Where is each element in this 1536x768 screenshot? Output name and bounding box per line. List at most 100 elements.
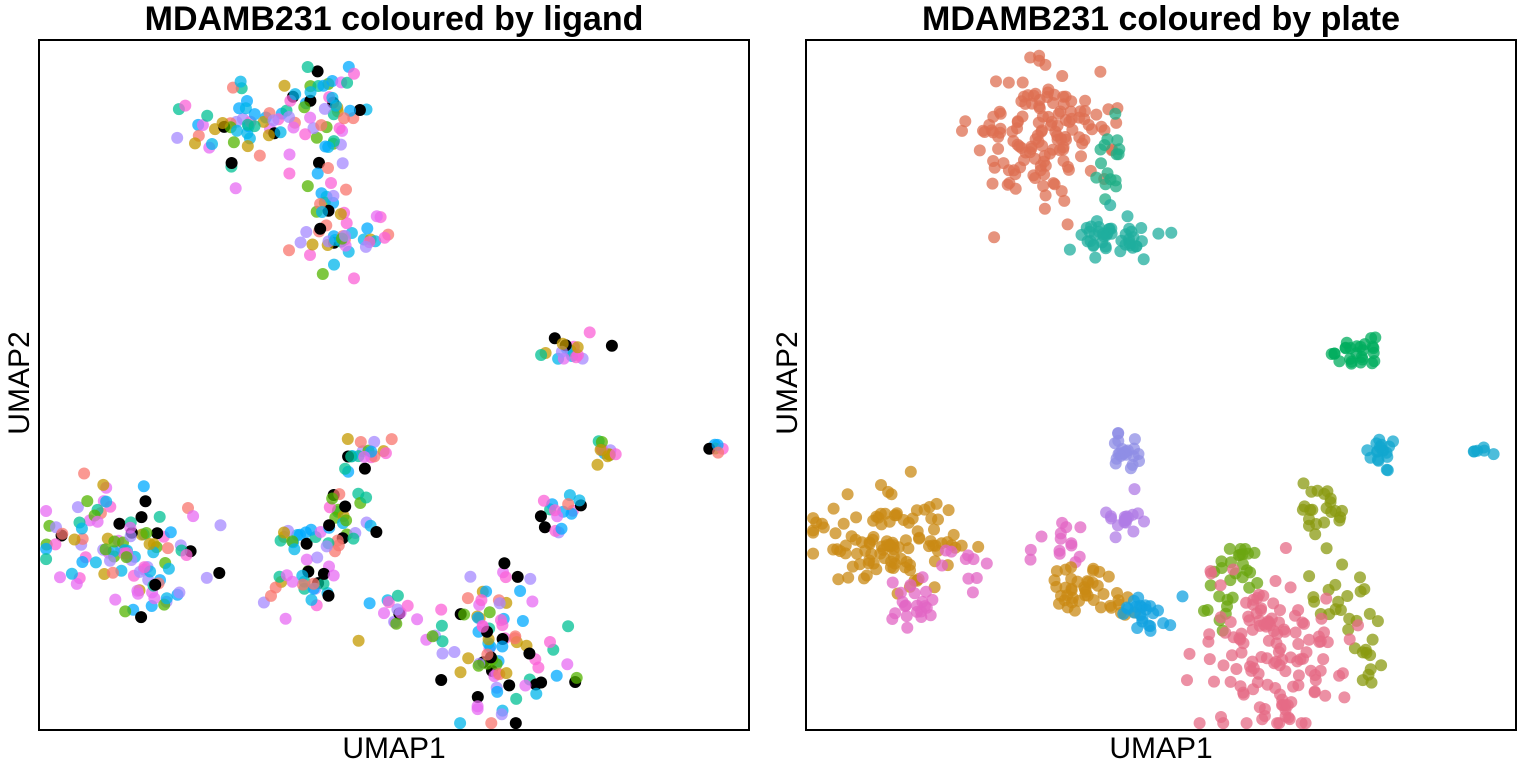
data-point [1134, 608, 1147, 621]
data-point [535, 349, 548, 361]
data-point [1039, 58, 1052, 71]
data-point [846, 560, 859, 573]
data-point [887, 539, 900, 552]
data-point [510, 692, 523, 705]
data-point [278, 79, 291, 92]
data-point [1015, 142, 1028, 154]
data-point [296, 578, 309, 591]
data-point [230, 124, 243, 137]
data-point [1487, 448, 1500, 461]
data-point [304, 86, 317, 99]
data-point [1053, 547, 1066, 560]
data-point [326, 91, 339, 104]
data-point [987, 110, 1000, 123]
data-point [296, 569, 309, 582]
data-point [391, 589, 404, 602]
data-point [1082, 576, 1095, 589]
data-point [1308, 685, 1321, 698]
data-point [164, 526, 177, 539]
data-point [563, 489, 576, 502]
data-point [162, 562, 175, 575]
data-point [1079, 94, 1092, 107]
data-point [1214, 579, 1227, 592]
data-point [56, 527, 69, 540]
data-point [1138, 515, 1150, 528]
data-point [1087, 564, 1100, 577]
data-point [583, 326, 596, 339]
data-point [834, 545, 847, 558]
data-point [500, 667, 513, 680]
data-point [1370, 437, 1383, 450]
data-point [40, 542, 53, 555]
data-point [544, 636, 556, 648]
data-point [928, 523, 940, 536]
data-point [1261, 617, 1274, 630]
data-point [1080, 221, 1093, 234]
data-point [915, 611, 928, 623]
data-point [878, 552, 891, 565]
data-point [1118, 514, 1131, 527]
data-point [1343, 612, 1356, 625]
data-point [1014, 161, 1027, 174]
data-point [1120, 448, 1133, 461]
data-point [561, 658, 574, 671]
data-point [526, 595, 539, 608]
data-point [471, 691, 484, 703]
data-point [1205, 567, 1218, 580]
data-point [978, 126, 991, 138]
data-point [391, 603, 404, 616]
y-axis-label: UMAP2 [3, 331, 36, 435]
data-point [361, 222, 374, 235]
data-point [1255, 602, 1268, 615]
data-point [524, 572, 537, 585]
data-point [987, 155, 1000, 167]
data-point [216, 117, 229, 129]
data-point [1027, 169, 1040, 182]
data-point [1110, 116, 1123, 129]
data-point [555, 522, 568, 535]
left-panel: MDAMB231 coloured by ligand UMAP2 UMAP1 [3, 0, 750, 765]
data-point [99, 543, 112, 556]
data-point [319, 140, 332, 153]
data-point [1165, 226, 1178, 239]
data-point [294, 236, 307, 249]
data-point [1364, 649, 1377, 662]
data-point [189, 137, 201, 150]
data-point [49, 538, 62, 551]
data-point [317, 79, 330, 92]
data-point [1320, 592, 1333, 605]
data-point [609, 448, 622, 461]
data-point [1009, 182, 1022, 195]
data-point [1247, 593, 1260, 606]
data-point [1109, 107, 1122, 120]
data-point [153, 510, 166, 523]
data-point [435, 619, 448, 632]
data-point [570, 671, 583, 684]
data-point [930, 497, 943, 510]
data-point [1112, 594, 1125, 607]
data-point [1099, 242, 1112, 255]
data-point [1339, 341, 1352, 354]
data-point [161, 542, 174, 555]
data-point [1304, 664, 1317, 677]
data-point [1319, 689, 1332, 702]
data-point [863, 536, 876, 549]
data-point [229, 182, 242, 195]
data-point [1367, 346, 1380, 359]
data-point [1181, 674, 1193, 687]
data-point [328, 258, 340, 271]
data-point [1111, 134, 1124, 147]
data-point [1329, 603, 1342, 616]
data-point [959, 115, 972, 128]
data-point [483, 606, 496, 619]
data-point [1038, 149, 1051, 162]
data-point [908, 587, 921, 600]
data-point [132, 587, 144, 600]
data-point [1303, 570, 1316, 583]
data-point [54, 571, 66, 584]
data-point [516, 615, 529, 627]
data-point [40, 553, 53, 566]
data-point [179, 99, 192, 112]
data-point [1064, 105, 1077, 118]
data-point [248, 120, 261, 133]
